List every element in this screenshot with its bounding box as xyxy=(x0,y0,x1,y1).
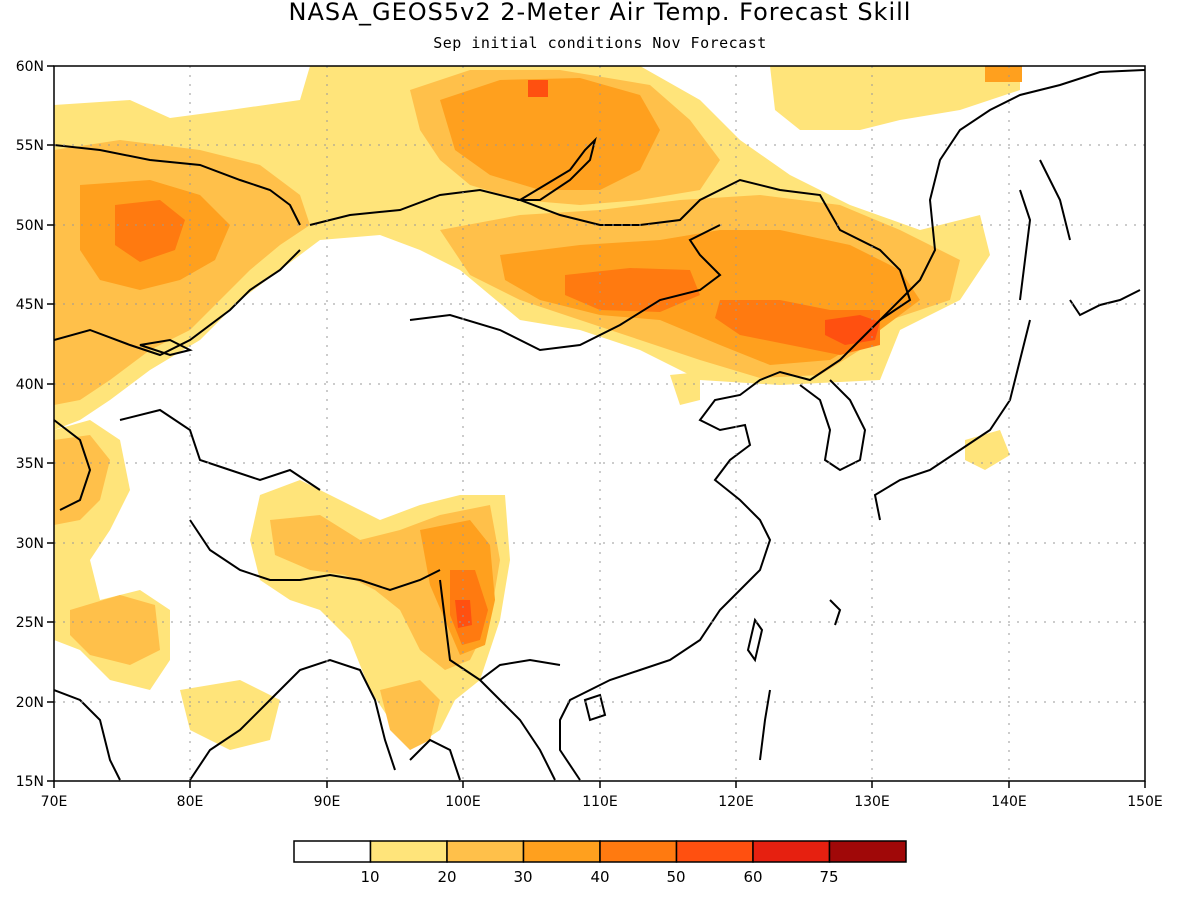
ytick-label: 60N xyxy=(16,59,44,75)
xtick-label: 70E xyxy=(41,794,68,810)
skill-region-burma-c1 xyxy=(180,680,280,750)
skill-region-manchuria-c5 xyxy=(825,315,880,345)
legend-swatch-0 xyxy=(293,840,372,863)
skill-region-ne-c3 xyxy=(985,66,1022,82)
border-kazakhstan xyxy=(54,144,301,226)
ytick-label: 45N xyxy=(16,297,44,313)
ytick-label: 20N xyxy=(16,695,44,711)
skill-shading xyxy=(54,66,1022,750)
coastline-hainan xyxy=(583,693,607,722)
caspian-edge xyxy=(54,419,92,511)
xtick-label: 100E xyxy=(445,794,481,810)
skill-region-baikal-c3 xyxy=(440,78,660,190)
skill-region-sw-c2 xyxy=(54,435,110,525)
ytick-label: 35N xyxy=(16,456,44,472)
coastline-sakhalin xyxy=(1019,189,1032,301)
axis-ticks xyxy=(47,65,1146,788)
skill-region-nw-c4 xyxy=(115,200,185,262)
xtick-label: 80E xyxy=(177,794,204,810)
coastline-japan-honshu xyxy=(873,319,1031,521)
xtick-label: 90E xyxy=(314,794,341,810)
skill-region-yunnan-c5 xyxy=(455,600,472,628)
legend-swatch-3 xyxy=(522,840,601,863)
border-russia-china xyxy=(309,178,912,321)
coastline-korea xyxy=(799,379,867,472)
legend-swatch-6 xyxy=(752,840,831,863)
xtick-label: 110E xyxy=(582,794,618,810)
legend-swatch-7 xyxy=(828,840,907,863)
y-tick-labels: 15N 20N 25N 30N 35N 40N 45N 50N 55N 60N xyxy=(16,59,44,790)
ytick-label: 40N xyxy=(16,377,44,393)
coastline-bay-of-bengal xyxy=(189,658,396,781)
coastlines xyxy=(54,69,1145,781)
skill-region-baikal-c5 xyxy=(528,80,548,97)
coastline-taiwan xyxy=(746,617,764,663)
skill-region-n-c1 xyxy=(770,66,1020,130)
map-title: NASA_GEOS5v2 2-Meter Air Temp. Forecast … xyxy=(288,0,912,26)
map-grid xyxy=(54,66,1145,781)
ytick-label: 25N xyxy=(16,615,44,631)
legend-label: 75 xyxy=(819,868,838,886)
legend-labels: 10 20 30 40 50 60 75 xyxy=(360,868,838,886)
coastline-hokkaido xyxy=(1069,289,1141,317)
legend-label: 60 xyxy=(743,868,762,886)
ytick-label: 55N xyxy=(16,138,44,154)
map-subtitle: Sep initial conditions Nov Forecast xyxy=(433,34,767,52)
lake-baikal xyxy=(516,136,597,201)
xtick-label: 140E xyxy=(991,794,1027,810)
x-tick-labels: 70E 80E 90E 100E 110E 120E 130E 140E 150… xyxy=(41,794,1163,810)
legend-label: 10 xyxy=(360,868,379,886)
coastline-philippines xyxy=(759,599,842,761)
ytick-label: 15N xyxy=(16,774,44,790)
legend-swatch-2 xyxy=(446,840,525,863)
border-west-china xyxy=(119,408,321,491)
legend-swatch-5 xyxy=(675,840,754,863)
lake-balkhash xyxy=(139,338,193,357)
skill-region-china-c1 xyxy=(670,372,700,405)
border-himalaya xyxy=(189,519,441,592)
skill-region-mongolia-c4 xyxy=(565,268,700,312)
coastline-kamchatka xyxy=(1039,159,1071,241)
legend-label: 40 xyxy=(590,868,609,886)
border-central-asia xyxy=(54,249,301,357)
skill-region-burma-c2 xyxy=(380,680,440,750)
legend-label: 30 xyxy=(513,868,532,886)
coastline-south-indochina xyxy=(409,738,461,781)
legend-label: 20 xyxy=(437,868,456,886)
skill-region-india-c2 xyxy=(70,595,160,665)
xtick-label: 120E xyxy=(718,794,754,810)
coastline-india-west xyxy=(54,689,121,781)
xtick-label: 130E xyxy=(854,794,890,810)
ytick-label: 50N xyxy=(16,218,44,234)
legend-swatch-1 xyxy=(369,840,448,863)
border-mongolia-china xyxy=(409,224,722,352)
legend-label: 50 xyxy=(666,868,685,886)
legend-swatch-4 xyxy=(599,840,678,863)
color-legend xyxy=(293,840,907,863)
xtick-label: 150E xyxy=(1127,794,1163,810)
border-indochina xyxy=(479,679,556,781)
ytick-label: 30N xyxy=(16,536,44,552)
coastline-east-asia xyxy=(559,69,1145,781)
